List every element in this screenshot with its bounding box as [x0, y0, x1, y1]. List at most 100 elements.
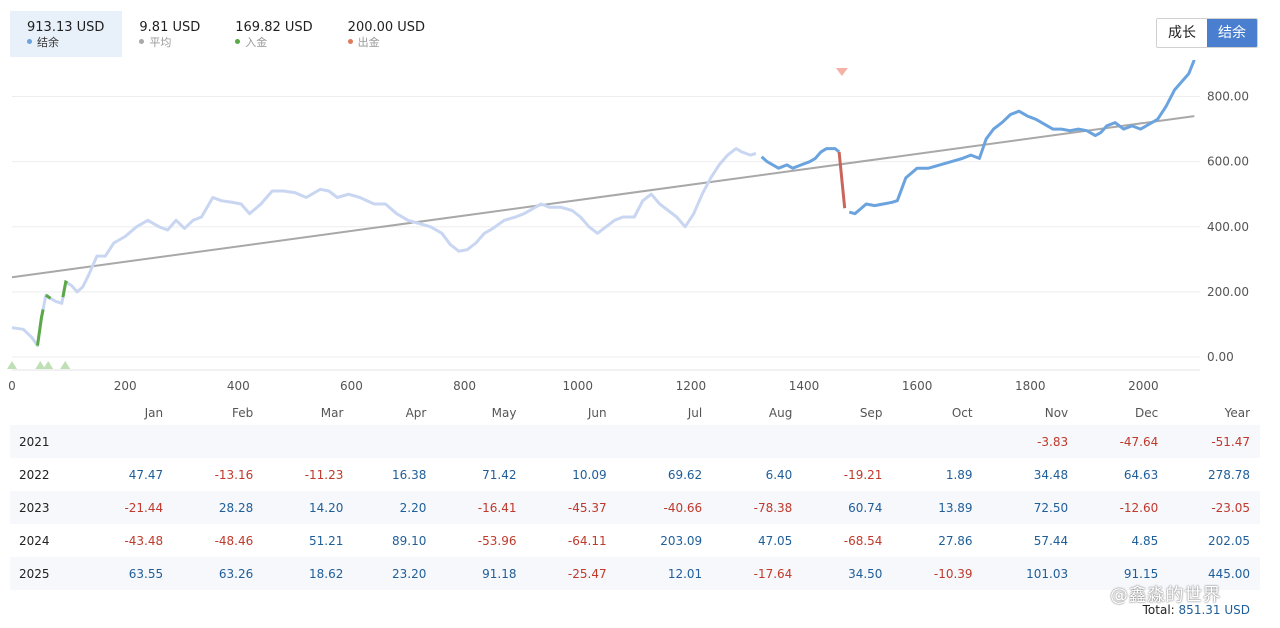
return-cell: -40.66 — [663, 500, 703, 515]
deposit-legend-dot — [235, 39, 241, 44]
x-tick-label: 800 — [453, 379, 476, 393]
return-cell: 2.20 — [399, 500, 427, 515]
return-cell: -51.47 — [1211, 434, 1250, 449]
withdrawal-marker[interactable] — [835, 68, 848, 76]
total-summary: Total: 851.31 USD — [1143, 603, 1250, 617]
col-header: Apr — [405, 405, 427, 420]
stat-withdrawal[interactable]: 200.00 USD 出金 — [331, 11, 443, 57]
return-cell: -45.37 — [567, 500, 607, 515]
return-cell: -21.44 — [124, 500, 164, 515]
return-cell: 27.86 — [938, 533, 973, 548]
withdrawal-legend-dot — [347, 39, 353, 44]
deposit-marker[interactable] — [35, 361, 46, 369]
return-cell: -3.83 — [1037, 434, 1069, 449]
return-cell — [269, 425, 359, 458]
total-label: Total: — [1142, 603, 1175, 617]
return-cell: 57.44 — [1033, 533, 1069, 548]
return-cell: 60.74 — [848, 500, 883, 515]
return-cell: -25.47 — [567, 566, 607, 581]
return-cell: 18.62 — [309, 566, 344, 581]
withdrawal-segment — [837, 151, 847, 209]
chart-markers — [7, 68, 848, 369]
average-legend-dot — [139, 39, 145, 44]
total-value: 851.31 USD — [1178, 603, 1250, 617]
return-cell: 28.28 — [218, 500, 254, 515]
x-tick-label: 1000 — [562, 379, 593, 393]
return-cell: 72.50 — [1033, 500, 1069, 515]
stat-balance-value: 913.13 USD — [27, 20, 105, 35]
return-cell — [808, 425, 898, 458]
chart-mode-toggle: 成长 结余 — [1156, 18, 1258, 48]
table-row: 2023 -21.44 28.28 14.20 2.20 -16.41 -45.37 -40.… — [10, 491, 1260, 524]
x-axis: 0 200 400 600 800 1000 1200 1400 1600 1800 2000 — [8, 369, 1200, 393]
col-header: Nov — [1044, 405, 1069, 420]
deposit-segment — [36, 309, 45, 346]
return-cell: -43.48 — [124, 533, 164, 548]
col-header: Sep — [859, 405, 883, 420]
return-cell: 4.85 — [1131, 533, 1159, 548]
balance-legend-dot — [27, 39, 32, 44]
balance-toggle-button[interactable]: 结余 — [1207, 19, 1257, 47]
col-header: May — [491, 405, 517, 420]
return-cell: -19.21 — [843, 467, 883, 482]
stat-balance-label: 结余 — [37, 36, 59, 49]
return-cell: 445.00 — [1208, 566, 1250, 581]
stat-deposit[interactable]: 169.82 USD 入金 — [218, 11, 330, 57]
return-cell: 71.42 — [482, 467, 517, 482]
x-tick-label: 1400 — [789, 379, 820, 393]
return-cell: 6.40 — [765, 467, 793, 482]
stat-balance[interactable]: 913.13 USD 结余 — [10, 11, 123, 57]
x-tick-label: 2000 — [1128, 379, 1159, 393]
col-header: Year — [1224, 405, 1250, 420]
deposit-marker[interactable] — [7, 361, 17, 369]
col-header: Mar — [320, 405, 344, 420]
return-cell: -64.11 — [567, 533, 607, 548]
return-cell — [359, 425, 442, 458]
stats-bar: 913.13 USD 结余 9.81 USD 平均 169.82 USD 入金 … — [10, 11, 443, 57]
year-cell: 2021 — [19, 434, 50, 449]
return-cell: 23.20 — [392, 566, 427, 581]
table-row: 2024 -43.48 -48.46 51.21 89.10 -53.96 -64.11 20… — [10, 524, 1260, 557]
return-cell: 278.78 — [1208, 467, 1250, 482]
deposit-marker[interactable] — [60, 361, 71, 369]
deposit-segment — [45, 293, 52, 300]
table-row: 2025 63.55 63.26 18.62 23.20 91.18 -25.47 12.01… — [10, 557, 1260, 590]
return-cell — [623, 425, 719, 458]
stat-deposit-value: 169.82 USD — [235, 20, 313, 35]
return-cell: -48.46 — [214, 533, 254, 548]
return-cell — [89, 425, 179, 458]
stat-deposit-label: 入金 — [245, 36, 268, 49]
col-header: Jan — [144, 405, 164, 420]
monthly-returns-table: Jan Feb Mar Apr May Jun Jul Aug Sep Oct … — [10, 400, 1260, 590]
return-cell: 202.05 — [1208, 533, 1250, 548]
return-cell: 91.15 — [1123, 566, 1159, 581]
x-tick-label: 1200 — [676, 379, 707, 393]
return-cell: 89.10 — [392, 533, 427, 548]
stat-withdrawal-value: 200.00 USD — [347, 20, 426, 35]
return-cell — [898, 425, 988, 458]
deposit-segment — [61, 279, 69, 298]
x-tick-label: 600 — [340, 379, 363, 393]
return-cell: 69.62 — [667, 467, 703, 482]
return-cell: 14.20 — [309, 500, 344, 515]
col-header: Jul — [687, 405, 703, 420]
return-cell: -68.54 — [843, 533, 883, 548]
return-cell: 34.50 — [848, 566, 883, 581]
y-tick-label: 400.00 — [1207, 220, 1249, 234]
col-header: Dec — [1135, 405, 1159, 420]
return-cell — [718, 425, 808, 458]
return-cell: -47.64 — [1119, 434, 1159, 449]
return-cell: 34.48 — [1033, 467, 1069, 482]
col-header: Feb — [232, 405, 254, 420]
year-cell: 2022 — [19, 467, 50, 482]
return-cell: -17.64 — [753, 566, 793, 581]
return-cell: 1.89 — [945, 467, 973, 482]
table-row: 2022 47.47 -13.16 -11.23 16.38 71.42 10.09 69.6… — [10, 458, 1260, 491]
growth-toggle-button[interactable]: 成长 — [1157, 19, 1207, 47]
stat-average[interactable]: 9.81 USD 平均 — [122, 11, 218, 57]
return-cell: -12.60 — [1119, 500, 1159, 515]
x-tick-label: 1800 — [1015, 379, 1046, 393]
col-header: Oct — [951, 405, 973, 420]
y-axis: 0.00 200.00 400.00 600.00 800.00 — [1207, 90, 1249, 364]
deposit-marker[interactable] — [43, 361, 54, 369]
